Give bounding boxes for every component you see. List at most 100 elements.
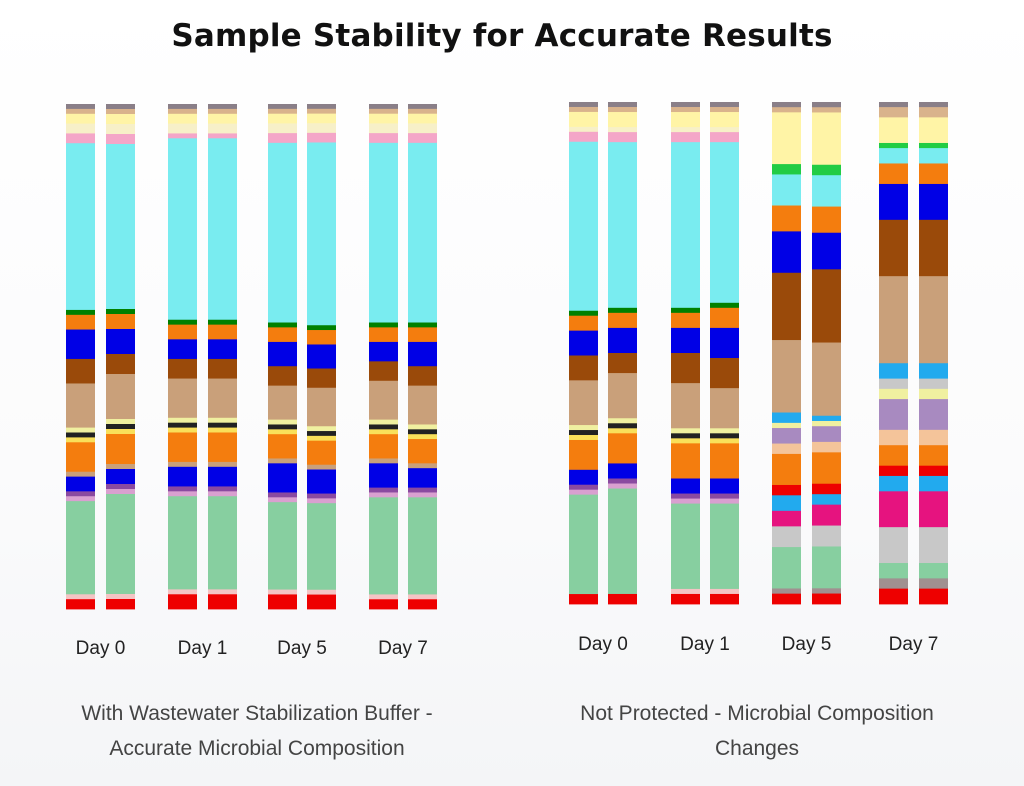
bar-segment [569, 111, 598, 128]
bar-segment [307, 108, 336, 115]
bar-segment [879, 117, 908, 144]
left-caption-line-2: Accurate Microbial Composition [109, 737, 405, 760]
bar-segment [408, 599, 437, 610]
bar-segment [569, 315, 598, 332]
bar-segment [208, 113, 237, 125]
bar-segment [168, 486, 197, 492]
bar-segment [307, 464, 336, 470]
bar-segment [208, 432, 237, 463]
bar-segment [106, 469, 135, 485]
bar-segment [812, 107, 841, 113]
stacked-bar [569, 102, 598, 605]
bar-segment [268, 434, 297, 459]
bar-segment [772, 484, 801, 496]
bar-segment [919, 363, 948, 380]
bar-segment [812, 415, 841, 422]
bar-segment [919, 378, 948, 390]
bar-segment [812, 593, 841, 605]
bar-segment [369, 341, 398, 362]
bar-segment [408, 142, 437, 323]
x-tick-label: Day 5 [782, 634, 832, 655]
bar-segment [307, 113, 336, 124]
bar-segment [608, 423, 637, 429]
bar-segment [106, 429, 135, 435]
bar-segment [66, 309, 95, 316]
bar-segment [710, 142, 739, 304]
chart-canvas: Day 0 Day 1 Day 5 Day 7 Day 0 Day 1 Day 5 Day 7 [66, 102, 948, 659]
bar-segment [812, 164, 841, 176]
bar-segment [408, 341, 437, 367]
stacked-bar [608, 102, 637, 605]
bar-segment [307, 325, 336, 331]
bar-segment [608, 353, 637, 374]
bar-segment [106, 329, 135, 355]
bar-segment [168, 358, 197, 379]
bar-segment [168, 461, 197, 468]
stacked-bar [168, 104, 197, 610]
right-caption-line-2: Changes [714, 737, 800, 760]
bar-segment [168, 466, 197, 487]
bar-segment [919, 475, 948, 492]
bar-segment [208, 486, 237, 492]
bar-segment [208, 138, 237, 321]
bar-segment [307, 330, 336, 345]
bar-segment [919, 388, 948, 400]
right-panel-caption: Not Protected - Microbial Composition Ch… [522, 696, 992, 766]
bar-segment [268, 458, 297, 464]
bar-segment [919, 399, 948, 431]
bar-segment [168, 427, 197, 433]
x-tick-label: Day 0 [578, 634, 628, 655]
bar-segment [268, 492, 297, 498]
bar-segment [106, 424, 135, 430]
bar-segment [369, 594, 398, 600]
bar-segment [307, 426, 336, 432]
bar-segment [710, 112, 739, 128]
bar-segment [369, 113, 398, 124]
bar-segment [569, 102, 598, 108]
bar-segment [879, 578, 908, 590]
bar-segment [671, 443, 700, 479]
bar-segment [106, 354, 135, 375]
bar-segment [268, 113, 297, 124]
bar-segment [671, 428, 700, 434]
bar-segment [168, 422, 197, 428]
bar-segment [268, 327, 297, 343]
bar-segment [66, 383, 95, 428]
bar-segment [772, 593, 801, 605]
bar-segment [772, 443, 801, 455]
bar-segment [66, 133, 95, 144]
bar-segment [812, 112, 841, 166]
bar-segment [919, 142, 948, 149]
stacked-bar [268, 104, 297, 610]
bar-segment [919, 445, 948, 467]
bar-segment [369, 492, 398, 498]
bar-segment [772, 272, 801, 341]
bar-segment [710, 478, 739, 494]
stacked-bar [812, 102, 841, 605]
bar-segment [569, 469, 598, 486]
bar-segment [710, 438, 739, 444]
bar-segment [268, 424, 297, 430]
bar-segment [106, 434, 135, 465]
bar-segment [307, 431, 336, 437]
bar-segment [268, 419, 297, 425]
left-panel-caption: With Wastewater Stabilization Buffer - A… [22, 696, 492, 766]
bar-segment [812, 426, 841, 443]
bar-segment [307, 493, 336, 499]
bar-segment [710, 102, 739, 108]
x-tick-label: Day 5 [277, 638, 327, 659]
bar-segment [106, 464, 135, 470]
bar-segment [919, 491, 948, 528]
bar-segment [569, 131, 598, 143]
bar-segment [812, 102, 841, 108]
bar-segment [608, 488, 637, 595]
bar-segment [106, 484, 135, 490]
bar-segment [408, 487, 437, 493]
bar-segment [307, 368, 336, 389]
bar-segment [307, 123, 336, 134]
bar-segment [106, 114, 135, 125]
bar-segment [106, 489, 135, 495]
bar-segment [208, 491, 237, 497]
bar-segment [268, 142, 297, 323]
bar-segment [369, 487, 398, 493]
